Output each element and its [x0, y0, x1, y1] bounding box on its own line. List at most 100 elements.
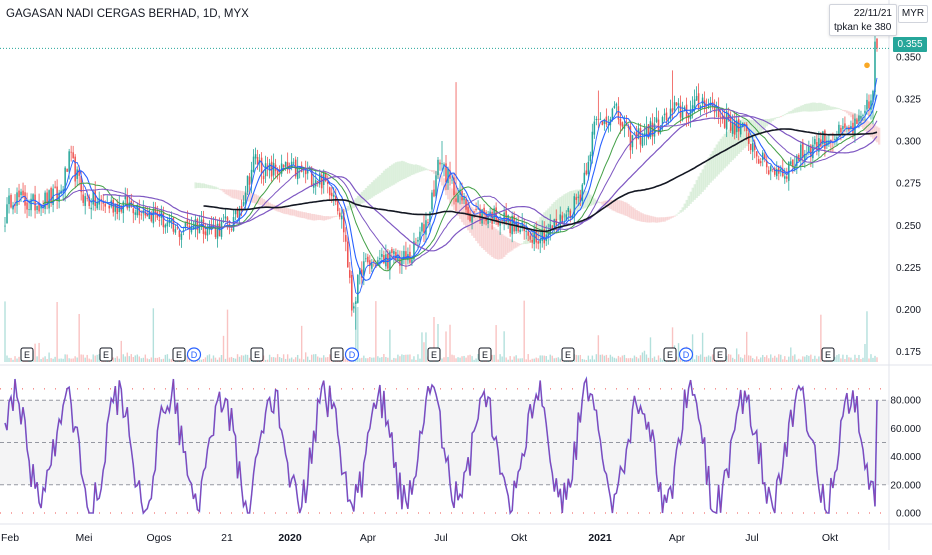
- volume-bar: [784, 356, 786, 362]
- volume-bar: [591, 355, 594, 362]
- cloud-segment: [787, 111, 791, 114]
- cloud-segment: [757, 119, 761, 135]
- cloud-segment: [370, 182, 374, 198]
- candle-body: [665, 112, 668, 121]
- volume-bar: [306, 356, 309, 362]
- candle-body: [719, 116, 722, 118]
- candle-body: [88, 196, 90, 207]
- candle-body: [575, 197, 578, 200]
- price-tick-label: 0.275: [896, 179, 921, 190]
- volume-bar: [477, 354, 479, 362]
- volume-bar: [848, 357, 850, 362]
- candle-body: [439, 162, 441, 165]
- candle-body: [341, 215, 343, 220]
- candle-body: [798, 154, 800, 161]
- cloud-segment: [729, 127, 732, 163]
- volume-bar: [521, 358, 523, 362]
- currency-button[interactable]: MYR: [898, 5, 928, 23]
- candle-body: [593, 121, 596, 135]
- volume-bar: [134, 355, 137, 362]
- volume-bar: [579, 354, 582, 362]
- cloud-segment: [751, 120, 755, 141]
- candle-body: [184, 221, 187, 228]
- volume-bar: [864, 344, 866, 362]
- volume-bar: [162, 358, 165, 362]
- candle-body: [389, 251, 391, 271]
- candle-body: [126, 196, 129, 209]
- candle-body: [621, 122, 624, 127]
- candle-body: [757, 159, 760, 164]
- volume-bar: [653, 356, 656, 362]
- cloud-segment: [569, 191, 572, 215]
- candle-body: [769, 166, 772, 172]
- volume-bar: [637, 358, 640, 362]
- candle-body: [872, 90, 874, 103]
- cloud-segment: [408, 163, 412, 177]
- cloud-segment: [374, 178, 378, 196]
- cloud-segment: [509, 239, 512, 252]
- candle-body: [589, 154, 592, 162]
- candle-body: [132, 208, 135, 214]
- candle-body: [761, 152, 764, 161]
- dividend-marker-label: D: [683, 350, 690, 360]
- volume-bar: [377, 356, 379, 362]
- dividend-marker: D: [186, 347, 202, 362]
- candle-body: [264, 163, 267, 177]
- candle-body: [230, 229, 233, 231]
- candle-body: [792, 159, 794, 167]
- candle-body: [4, 225, 6, 227]
- volume-bar: [703, 356, 706, 362]
- candle-body: [571, 215, 574, 219]
- cloud-segment: [761, 118, 765, 131]
- candle-body: [369, 260, 371, 267]
- cloud-segment: [220, 188, 223, 191]
- candle-body: [433, 189, 435, 197]
- volume-bar: [509, 356, 511, 362]
- candle-body: [838, 124, 840, 134]
- candle-body: [505, 210, 507, 225]
- cloud-segment: [428, 169, 432, 171]
- cloud-segment: [841, 109, 845, 111]
- volume-bar: [469, 354, 471, 362]
- candle-body: [784, 176, 786, 179]
- candle-body: [242, 202, 245, 206]
- cloud-segment: [599, 202, 602, 204]
- candle-body: [260, 157, 263, 174]
- candle-body: [780, 168, 782, 171]
- candle-body: [254, 154, 257, 159]
- candle-body: [713, 106, 716, 113]
- cloud-segment: [847, 111, 851, 116]
- candle-body: [334, 196, 337, 202]
- cloud-segment: [487, 221, 490, 254]
- cloud-segment: [743, 119, 746, 149]
- candle-body: [345, 235, 347, 242]
- candle-body: [118, 203, 121, 213]
- volume-bar: [98, 354, 100, 362]
- candle-body: [437, 159, 439, 176]
- candle-body: [441, 163, 443, 165]
- cloud-segment: [561, 195, 564, 219]
- candle-body: [194, 219, 197, 230]
- cloud-segment: [769, 118, 773, 123]
- candle-body: [78, 169, 80, 176]
- cloud-segment: [364, 188, 368, 202]
- cloud-segment: [809, 102, 813, 112]
- volume-bar: [453, 355, 455, 362]
- candle-body: [56, 186, 58, 200]
- volume-bar: [345, 358, 347, 362]
- candle-body: [72, 152, 74, 159]
- volume-bar: [216, 359, 219, 362]
- cloud-segment: [609, 199, 612, 210]
- dividend-marker-label: D: [191, 350, 198, 360]
- cloud-segment: [410, 164, 414, 175]
- cloud-segment: [613, 199, 616, 212]
- ma-50-line: [103, 115, 878, 252]
- volume-bar: [647, 357, 650, 362]
- cloud-segment: [695, 180, 698, 199]
- candle-body: [397, 256, 399, 261]
- volume-bar: [559, 358, 561, 362]
- time-tick-label: Jul: [434, 532, 447, 544]
- volume-bar: [284, 358, 287, 362]
